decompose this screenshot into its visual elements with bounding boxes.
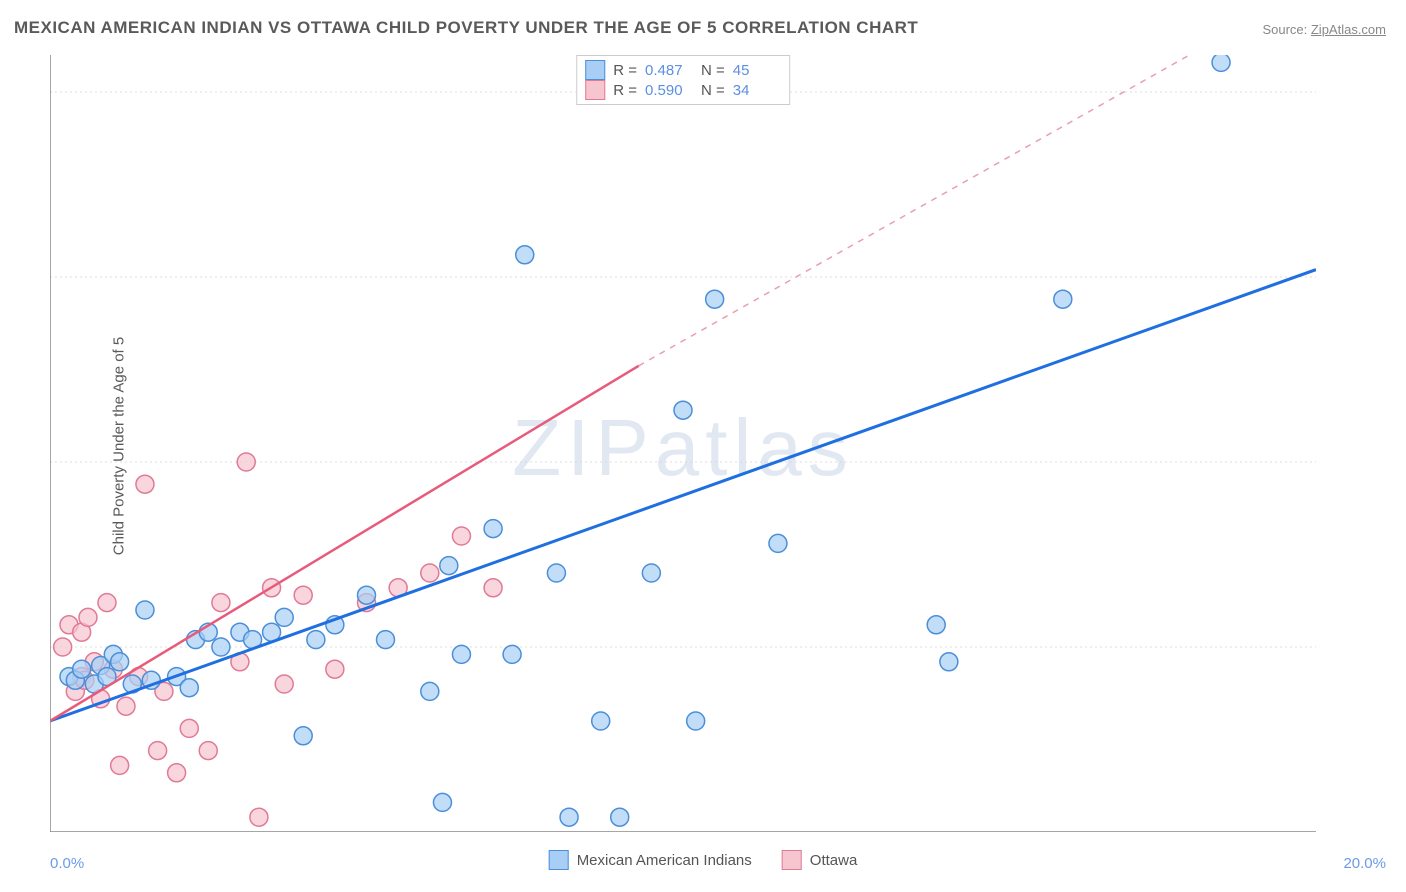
legend-correlation-row: R = 0.590 N = 34 [585,80,781,100]
trend-lines [50,55,1316,721]
legend-n-value: 34 [733,82,781,99]
chart-title: MEXICAN AMERICAN INDIAN VS OTTAWA CHILD … [14,18,918,38]
legend-r-value: 0.590 [645,82,693,99]
legend-r-value: 0.487 [645,62,693,79]
legend-n-value: 45 [733,62,781,79]
legend-series-item: Ottawa [782,850,858,870]
legend-swatch [585,80,605,100]
legend-r-label: R = [613,82,637,99]
x-axis-min-label: 0.0% [50,855,84,872]
legend-correlation-row: R = 0.487 N = 45 [585,60,781,80]
legend-correlation: R = 0.487 N = 45 R = 0.590 N = 34 [576,55,790,105]
legend-series-label: Mexican American Indians [577,852,752,869]
plot-area: ZIPatlas 25.0%50.0%75.0%100.0% R = 0.487 N… [50,55,1316,832]
legend-series: Mexican American Indians Ottawa [549,850,858,870]
legend-swatch [782,850,802,870]
source-label: Source: [1262,22,1310,37]
source-attribution: Source: ZipAtlas.com [1262,22,1386,37]
legend-r-label: R = [613,62,637,79]
x-axis-max-label: 20.0% [1343,855,1386,872]
gridlines [50,92,1316,647]
legend-n-label: N = [701,82,725,99]
legend-swatch [549,850,569,870]
legend-n-label: N = [701,62,725,79]
chart-svg: ZIPatlas 25.0%50.0%75.0%100.0% [50,55,1316,832]
legend-swatch [585,60,605,80]
legend-series-label: Ottawa [810,852,858,869]
source-link[interactable]: ZipAtlas.com [1311,22,1386,37]
legend-series-item: Mexican American Indians [549,850,752,870]
